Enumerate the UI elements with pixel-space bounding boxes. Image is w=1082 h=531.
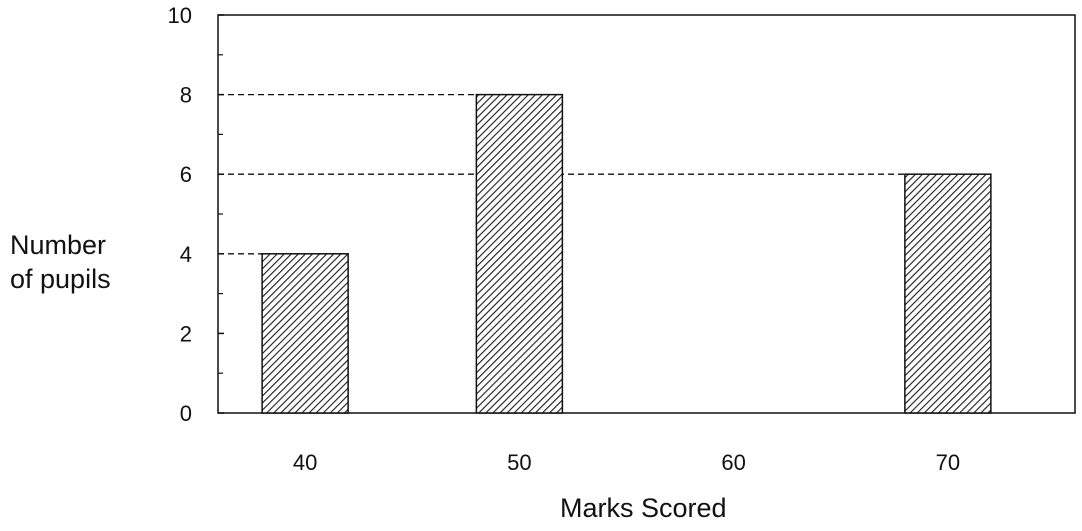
x-tick-label: 40 <box>293 450 317 475</box>
bar-40 <box>261 253 349 414</box>
bar-70 <box>904 173 992 414</box>
y-axis-label-line2: of pupils <box>10 264 111 294</box>
bar-50 <box>475 93 564 414</box>
y-axis-label: Number of pupils <box>10 228 140 296</box>
x-axis-label: Marks Scored <box>560 493 727 523</box>
x-axis-ticks: 40 50 60 70 <box>293 450 960 475</box>
y-tick-label: 2 <box>180 321 192 346</box>
y-tick-label: 0 <box>180 401 192 426</box>
y-tick-label: 6 <box>180 162 192 187</box>
y-axis-label-line1: Number <box>10 230 107 260</box>
y-axis-ticks: 0 2 4 6 8 10 <box>168 3 224 426</box>
x-tick-label: 50 <box>507 450 531 475</box>
bars <box>261 93 992 414</box>
y-tick-label: 10 <box>168 3 192 28</box>
x-tick-label: 60 <box>721 450 745 475</box>
x-tick-label: 70 <box>936 450 960 475</box>
y-tick-label: 4 <box>180 242 192 267</box>
y-tick-label: 8 <box>180 83 192 108</box>
